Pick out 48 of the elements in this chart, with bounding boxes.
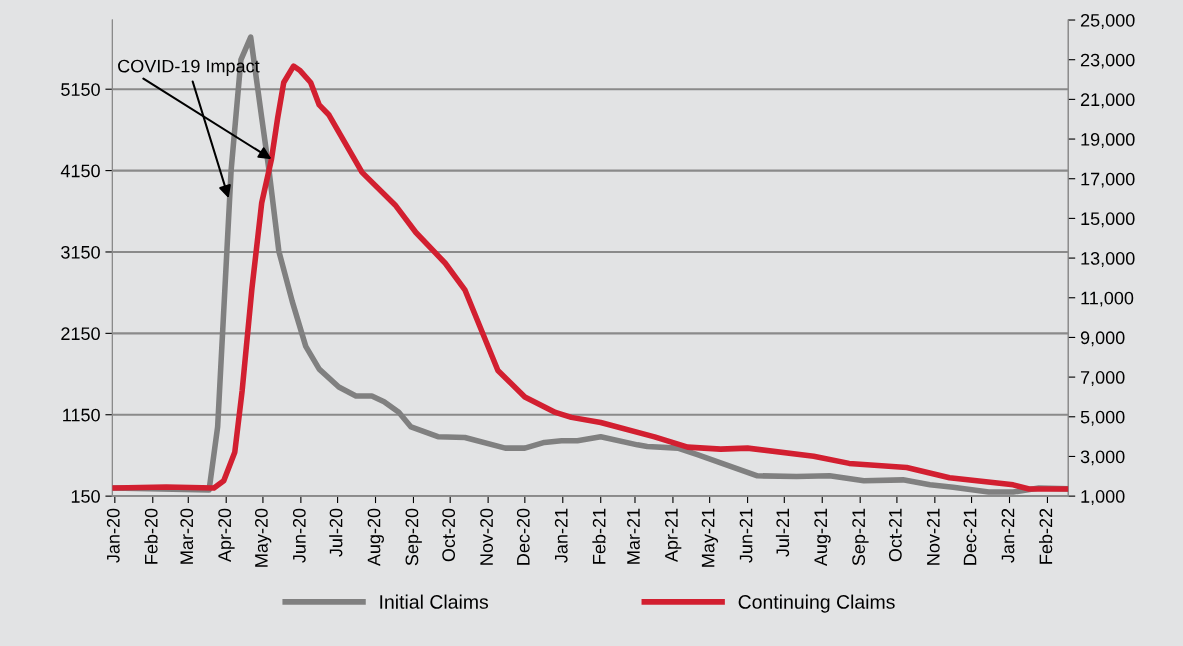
x-tick-label: Jul-21 <box>775 508 790 557</box>
x-tick-label: Nov-20 <box>480 508 493 565</box>
x-tick-label: Mar-20 <box>180 508 194 564</box>
y2-tick-label: 3,000 <box>1080 450 1125 466</box>
x-tick-label: Jan-21 <box>554 508 568 563</box>
x-tick-label: Nov-21 <box>926 508 940 565</box>
x-tick-label: Jun-20 <box>292 508 306 563</box>
y-tick-label: 3150 <box>61 245 100 259</box>
x-tick-label: Jan-20 <box>106 508 120 563</box>
x-tick-label: Sep-21 <box>852 508 869 566</box>
y2-tick-label: 17,000 <box>1081 172 1135 188</box>
x-tick-label: May-21 <box>701 508 719 567</box>
x-tick-label: Mar-21 <box>627 508 640 564</box>
y2-tick-label: 25,000 <box>1080 13 1135 29</box>
x-tick-label: Sep-20 <box>405 508 422 566</box>
x-tick-label: Jul-20 <box>329 508 343 557</box>
x-tick-label: Aug-21 <box>814 508 831 567</box>
y2-tick-label: 11,000 <box>1081 291 1134 307</box>
y-tick-label: 1150 <box>63 408 100 422</box>
x-tick-label: Jun-21 <box>739 508 753 563</box>
y2-tick-label: 13,000 <box>1081 252 1135 267</box>
y2-tick-label: 21,000 <box>1080 93 1135 109</box>
y2-tick-label: 1,000 <box>1081 490 1125 505</box>
y2-tick-label: 23,000 <box>1080 53 1135 69</box>
x-tick-label: Oct-20 <box>442 508 456 562</box>
x-tick-label: Oct-21 <box>888 508 902 562</box>
y-tick-label: 4150 <box>60 164 100 178</box>
x-tick-label: Aug-20 <box>367 508 384 567</box>
y-tick-label: 5150 <box>61 83 100 96</box>
x-tick-label: Apr-20 <box>218 508 235 563</box>
x-tick-label: Feb-20 <box>144 508 158 564</box>
legend-label: Continuing Claims <box>738 594 895 613</box>
x-tick-label: Apr-21 <box>664 508 682 563</box>
x-tick-label: Dec-20 <box>516 508 530 565</box>
y-tick-label: 2150 <box>61 327 100 341</box>
x-tick-label: Feb-22 <box>1039 508 1053 564</box>
y2-tick-label: 15,000 <box>1081 212 1135 228</box>
y2-tick-label: 7,000 <box>1080 371 1125 386</box>
x-tick-label: Feb-21 <box>592 508 606 564</box>
x-tick-label: Dec-21 <box>963 508 977 565</box>
y2-tick-label: 19,000 <box>1081 132 1135 148</box>
x-tick-label: May-20 <box>254 508 272 567</box>
x-tick-label: Jan-22 <box>1001 508 1015 563</box>
y2-tick-label: 5,000 <box>1080 410 1125 426</box>
legend-label: Initial Claims <box>380 594 489 609</box>
annotation: COVID-19 Impact <box>118 59 260 77</box>
y-tick-label: 150 <box>71 490 100 503</box>
y2-tick-label: 9,000 <box>1080 331 1125 347</box>
